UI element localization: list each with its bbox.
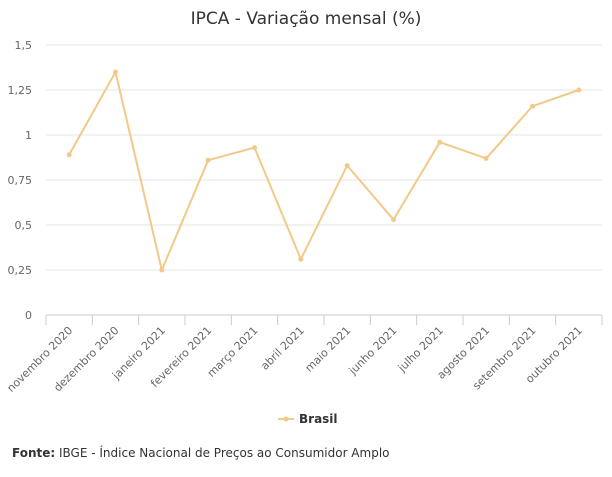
y-axis: 0 0,25 0,5 0,75 1 1,25 1,5	[8, 39, 33, 322]
y-tick-label: 1,5	[15, 39, 33, 52]
source-label: Fonte:	[12, 446, 56, 460]
series-line	[68, 71, 580, 271]
series-brasil	[66, 69, 582, 273]
data-point[interactable]	[530, 103, 535, 109]
chart-title: IPCA - Variação mensal (%)	[191, 9, 422, 29]
y-tick-label: 1,25	[8, 84, 33, 97]
data-point[interactable]	[66, 152, 72, 158]
x-tick-label: maio 2021	[303, 324, 354, 375]
data-point[interactable]	[483, 155, 489, 161]
data-point[interactable]	[437, 139, 443, 145]
data-point[interactable]	[344, 163, 350, 169]
data-point[interactable]	[298, 256, 304, 262]
data-point[interactable]	[252, 145, 257, 151]
legend-label-brasil: Brasil	[299, 412, 338, 426]
source-note: Fonte: IBGE - Índice Nacional de Preços …	[12, 446, 390, 460]
legend-marker-icon	[283, 416, 289, 422]
y-tick-label: 1	[25, 129, 32, 142]
source-text: IBGE - Índice Nacional de Preços ao Cons…	[55, 446, 390, 460]
gridlines	[46, 44, 602, 316]
legend[interactable]: Brasil	[278, 412, 338, 426]
y-tick-label: 0	[25, 309, 32, 322]
y-tick-label: 0,25	[8, 264, 33, 277]
y-tick-label: 0,5	[15, 219, 33, 232]
data-point[interactable]	[159, 267, 165, 273]
data-point[interactable]	[576, 87, 582, 93]
x-tick-label: abril 2021	[258, 324, 307, 373]
data-point[interactable]	[391, 217, 396, 223]
data-point[interactable]	[205, 157, 211, 163]
data-point[interactable]	[113, 69, 118, 75]
y-tick-label: 0,75	[8, 174, 33, 187]
x-tick-label: junho 2021	[346, 324, 400, 378]
